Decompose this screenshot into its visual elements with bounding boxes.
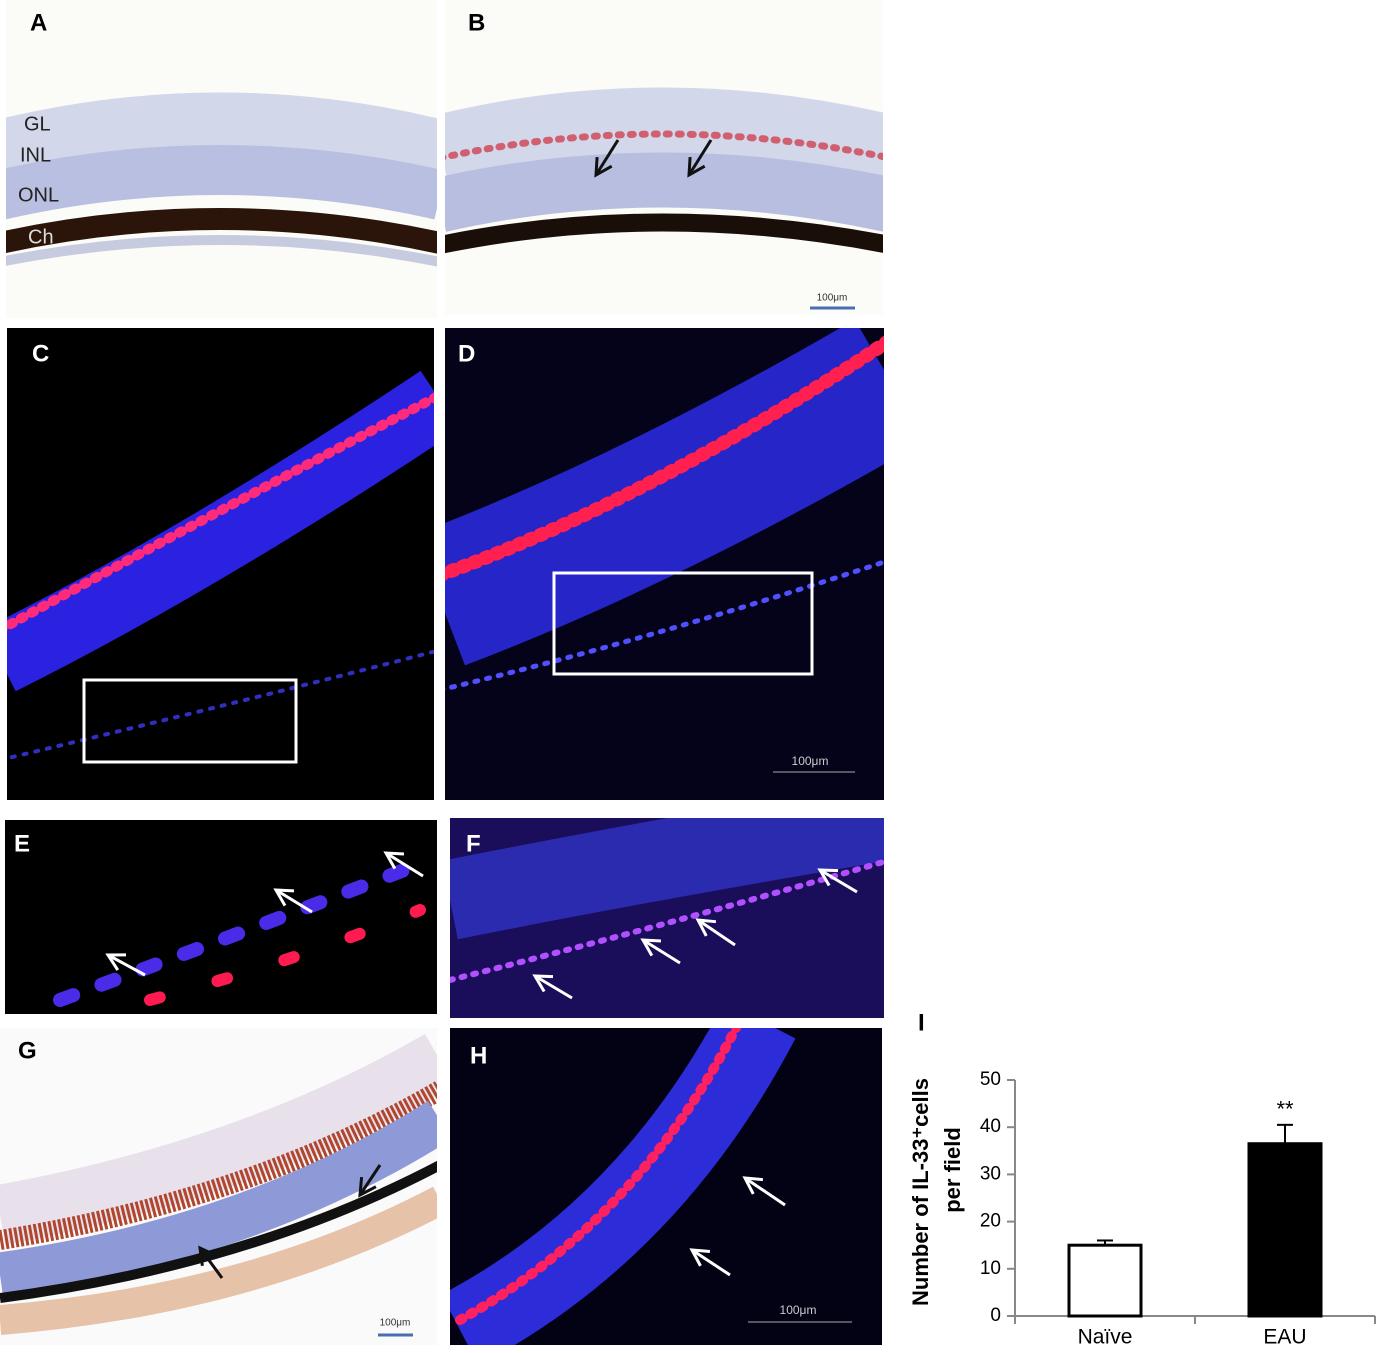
tissue-layer — [6, 92, 437, 189]
bar — [1067, 1243, 1143, 1318]
inset-box — [82, 678, 298, 764]
tissue-layer — [6, 208, 437, 254]
panel-label: A — [30, 9, 47, 36]
arrow-head — [198, 1245, 217, 1267]
arrow — [275, 888, 313, 914]
inset-box — [552, 571, 814, 676]
arrow — [534, 974, 573, 1000]
arrow — [594, 139, 620, 176]
arrow — [198, 1247, 224, 1279]
panel-label: E — [14, 830, 30, 857]
bar — [1247, 1142, 1323, 1318]
bar-chart: I Number of IL-33⁺cells per field 0 10 20 30 40… — [908, 1009, 1376, 1349]
panel-label: G — [18, 1037, 37, 1064]
panel-label: H — [470, 1042, 487, 1069]
scale-label: 100μm — [780, 1303, 817, 1317]
arrow-head — [105, 953, 127, 971]
tissue-layer — [450, 1028, 796, 1345]
panel-label: D — [458, 340, 475, 367]
y-tick-label: 0 — [990, 1305, 1001, 1326]
tissue-layer — [445, 152, 883, 232]
arrow — [691, 1248, 731, 1277]
arrow-head — [358, 1176, 377, 1198]
arrow-head — [687, 156, 706, 178]
arrow-head — [532, 974, 554, 993]
tissue-layer — [445, 559, 884, 692]
tissue-layer — [144, 904, 426, 1006]
y-tick-label: 30 — [980, 1163, 1001, 1184]
arrow-head — [273, 888, 295, 907]
layer-label: ONL — [18, 184, 59, 206]
panel-label: B — [468, 9, 485, 36]
arrow — [358, 1164, 382, 1196]
layer-label: INL — [20, 144, 51, 166]
arrow-head — [383, 851, 405, 870]
arrow-head — [742, 1176, 764, 1195]
tissue-layer — [455, 1028, 742, 1325]
arrow — [744, 1176, 786, 1207]
arrow — [697, 918, 736, 947]
tissue-layer — [6, 235, 437, 267]
tissue-layer — [0, 1081, 437, 1250]
y-tick-label: 50 — [980, 1069, 1001, 1090]
tissue-layer — [0, 1186, 437, 1335]
arrow-head — [594, 156, 613, 178]
tissue-layer — [445, 213, 883, 254]
tissue-layer — [445, 130, 883, 161]
scale-label: 100μm — [792, 754, 829, 768]
arrow-head — [817, 868, 839, 887]
scale-label: 100μm — [817, 293, 848, 304]
tissue-layer — [0, 1100, 437, 1298]
y-tick-label: 20 — [980, 1211, 1001, 1232]
layer-label: GL — [24, 113, 51, 135]
arrows — [105, 139, 858, 1279]
tissue-layer — [7, 649, 434, 761]
tissue-layer — [445, 87, 883, 185]
arrow-head — [640, 938, 662, 957]
arrow — [687, 139, 713, 176]
panel-label: C — [32, 340, 49, 367]
scale-label: 100μm — [380, 1318, 411, 1329]
y-axis-label: Number of IL-33⁺cells — [908, 1078, 933, 1306]
arrow — [642, 938, 681, 965]
arrow — [107, 953, 146, 977]
tissue-layer — [0, 1034, 437, 1245]
arrow-head — [689, 1248, 711, 1267]
arrow — [385, 851, 424, 878]
tissue-layer — [450, 818, 884, 940]
y-tick-label: 40 — [980, 1116, 1001, 1137]
tissue-layer — [53, 853, 437, 1007]
tissue-layer — [445, 328, 884, 666]
x-tick-label: Naïve — [1078, 1326, 1133, 1348]
tissue — [0, 87, 884, 1345]
arrow — [819, 868, 858, 894]
tissue-layer — [7, 370, 434, 692]
arrow-head — [695, 918, 717, 937]
significance: ** — [1276, 1097, 1294, 1122]
tissue-layer — [0, 1160, 437, 1303]
tissue-layer — [6, 145, 437, 220]
panel-label: I — [918, 1009, 925, 1036]
tissue-layer — [7, 392, 434, 632]
y-axis-label: per field — [940, 1127, 965, 1213]
panel-label: F — [466, 830, 481, 857]
layer-label: Ch — [28, 226, 54, 248]
y-tick-label: 10 — [980, 1258, 1001, 1279]
x-tick-label: EAU — [1263, 1326, 1306, 1348]
tissue-layer — [445, 335, 884, 581]
